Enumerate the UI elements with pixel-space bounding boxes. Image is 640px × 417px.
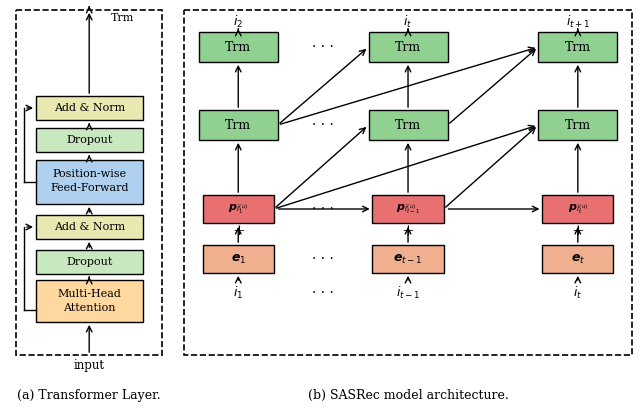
Text: $\boldsymbol{p}_{i_1^{(u)}}$: $\boldsymbol{p}_{i_1^{(u)}}$: [228, 202, 248, 216]
Text: Trm: Trm: [564, 118, 591, 131]
Text: (b) SASRec model architecture.: (b) SASRec model architecture.: [308, 389, 508, 402]
Text: +: +: [572, 224, 584, 238]
Text: $\boldsymbol{e}_{t-1}$: $\boldsymbol{e}_{t-1}$: [394, 252, 423, 266]
FancyBboxPatch shape: [203, 195, 274, 223]
Text: input: input: [74, 359, 105, 372]
Text: $i_t$: $i_t$: [403, 14, 413, 30]
FancyBboxPatch shape: [372, 245, 444, 273]
Text: Add & Norm: Add & Norm: [54, 103, 125, 113]
Text: Dropout: Dropout: [66, 135, 113, 145]
FancyBboxPatch shape: [36, 96, 143, 120]
Text: +: +: [232, 224, 244, 238]
FancyBboxPatch shape: [36, 250, 143, 274]
Text: Feed-Forward: Feed-Forward: [50, 183, 129, 193]
Text: $i_{t+1}$: $i_{t+1}$: [566, 14, 590, 30]
FancyBboxPatch shape: [36, 160, 143, 204]
Text: Trm: Trm: [564, 40, 591, 53]
FancyBboxPatch shape: [538, 32, 618, 62]
Text: · · ·: · · ·: [312, 118, 334, 132]
Text: · · ·: · · ·: [312, 40, 334, 54]
Text: Trm: Trm: [225, 40, 252, 53]
Text: · · ·: · · ·: [312, 286, 334, 300]
FancyBboxPatch shape: [36, 215, 143, 239]
Text: $i_t$: $i_t$: [573, 285, 582, 301]
FancyBboxPatch shape: [203, 245, 274, 273]
FancyBboxPatch shape: [369, 110, 447, 140]
Text: $\boldsymbol{p}_{i_t^{(u)}}$: $\boldsymbol{p}_{i_t^{(u)}}$: [568, 202, 588, 216]
Text: Multi-Head: Multi-Head: [57, 289, 121, 299]
FancyBboxPatch shape: [372, 195, 444, 223]
FancyBboxPatch shape: [542, 195, 613, 223]
Text: $i_1$: $i_1$: [233, 285, 243, 301]
Text: · · ·: · · ·: [312, 202, 334, 216]
FancyBboxPatch shape: [199, 32, 278, 62]
Text: $\boldsymbol{e}_1$: $\boldsymbol{e}_1$: [230, 252, 246, 266]
Text: Dropout: Dropout: [66, 257, 113, 267]
Text: $i_2$: $i_2$: [233, 14, 243, 30]
FancyBboxPatch shape: [184, 10, 632, 355]
FancyBboxPatch shape: [542, 245, 613, 273]
Text: $i_{t-1}$: $i_{t-1}$: [396, 285, 420, 301]
Text: (a) Transformer Layer.: (a) Transformer Layer.: [17, 389, 161, 402]
FancyBboxPatch shape: [538, 110, 618, 140]
Text: Trm: Trm: [395, 118, 421, 131]
Text: · · ·: · · ·: [312, 252, 334, 266]
Text: Add & Norm: Add & Norm: [54, 222, 125, 232]
Text: Attention: Attention: [63, 303, 115, 313]
FancyBboxPatch shape: [36, 280, 143, 322]
Text: Position-wise: Position-wise: [52, 169, 126, 179]
FancyBboxPatch shape: [16, 10, 163, 355]
Text: Trm: Trm: [111, 13, 134, 23]
FancyBboxPatch shape: [36, 128, 143, 152]
Text: $\boldsymbol{e}_t$: $\boldsymbol{e}_t$: [571, 252, 585, 266]
FancyBboxPatch shape: [369, 32, 447, 62]
Text: $\boldsymbol{p}_{i_{t-1}^{(u)}}$: $\boldsymbol{p}_{i_{t-1}^{(u)}}$: [396, 202, 420, 216]
Text: Trm: Trm: [395, 40, 421, 53]
Text: +: +: [402, 224, 415, 238]
Text: Trm: Trm: [225, 118, 252, 131]
FancyBboxPatch shape: [199, 110, 278, 140]
